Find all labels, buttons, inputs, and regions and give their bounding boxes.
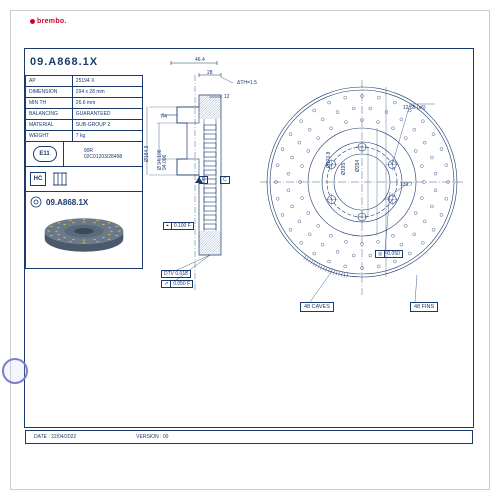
footer-version: 00 [163,434,169,440]
cert-row: E11 90R 02C01203/28498 [25,142,143,167]
hc-badge: HC [30,172,46,186]
dim-hub-depth: 7.4 [160,114,167,120]
e-mark-badge: E11 [33,146,57,162]
disc-render-preview [30,211,138,259]
dim-thickness: 28 [207,70,213,76]
disc-icon [30,196,42,208]
spec-table: AP25194 X DIMENSION294 x 28 mm MIN TH26.… [25,75,143,142]
table-row: MATERIALSUB-GROUP 2 [26,120,143,131]
footer-bar: DATE : 22/04/2022 VERSION : 00 [25,430,473,444]
dim-top-offset: 46.4 [195,57,205,63]
dim-th-tol: ΔTH=1.5 [237,80,257,86]
hc-row: HC [25,167,143,192]
dim-tol-right: ◎0.050 [375,250,403,258]
dim-diam1: Ø184.9 [144,146,150,162]
callout-fins: 48 FINS [410,302,438,312]
table-row: AP25194 X [26,76,143,87]
footer-date-label: DATE : [34,434,50,440]
zoom-lens-cursor[interactable] [2,358,28,384]
dim-center-bore: 139.7 [400,182,413,188]
table-row: DIMENSION294 x 28 mm [26,87,143,98]
table-row: BALANCINGGUARANTEED [26,109,143,120]
dim-dtv: DTV 0.015 [161,270,191,278]
datum-f: F [199,176,208,184]
dim-outer: Ø294 [355,160,361,172]
brand-logo: brembo. [30,18,67,25]
callout-caves: 48 CAVES [300,302,334,312]
preview-section: 09.A868.1X [25,192,143,269]
footer-version-label: VERSION : [136,434,161,440]
table-row: WEIGHT7 kg [26,131,143,142]
dim-tol-left: ⌖0.100 F [163,222,194,230]
cert-text: 90R 02C01203/28498 [64,142,142,166]
datum-c: C [220,176,230,184]
brand-text: brembo. [37,18,67,25]
hc-pillar-icon [52,171,68,187]
preview-partno-text: 09.A868.1X [46,198,88,207]
footer-date: 22/04/2022 [51,434,76,440]
dim-bolt-circle: Ø170.8 [326,152,332,168]
dim-diam2: Ø 94.106 94.006 [158,149,168,170]
part-number-header: 09.A868.1X [30,56,98,68]
dim-bolt-hole: 12.65 (x6) [403,105,426,111]
table-row: MIN TH26.6 mm [26,98,143,109]
dim-flange: 12 [224,94,230,100]
dim-pin-tol: ↗0.050 F [161,280,193,288]
cert-line2: 02C01203/28498 [84,154,122,160]
front-face-view [260,80,465,285]
dim-inner: Ø195 [341,163,347,175]
spec-sidebar: AP25194 X DIMENSION294 x 28 mm MIN TH26.… [25,75,143,269]
